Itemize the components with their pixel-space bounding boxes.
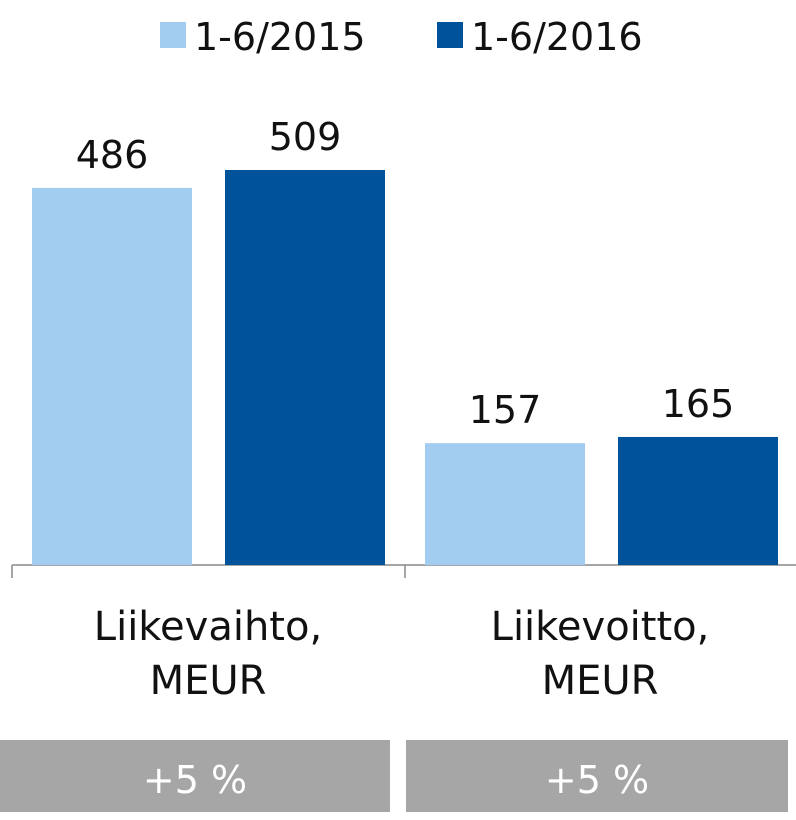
data-label: 157 [469,388,542,432]
bar [618,436,778,565]
legend-label: 1-6/2015 [194,15,366,59]
change-box: +5 % [0,740,390,812]
legend-swatch [160,22,186,48]
bar [425,443,585,565]
legend-swatch [437,22,463,48]
data-label: 165 [662,382,735,426]
category-label: Liikevaihto, MEUR [93,604,323,704]
bar [225,170,385,565]
bar [32,187,192,565]
data-label: 509 [269,115,342,159]
category-label: Liikevoitto, MEUR [490,604,710,704]
change-box: +5 % [406,740,788,812]
data-label: 486 [76,133,149,177]
legend-label: 1-6/2016 [471,15,643,59]
